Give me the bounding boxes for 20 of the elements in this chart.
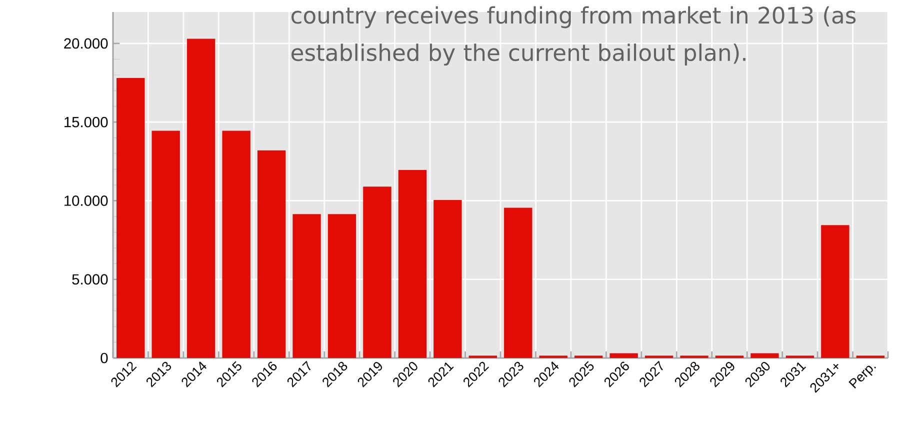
bar bbox=[398, 170, 427, 358]
bar bbox=[434, 200, 462, 358]
y-tick-label: 10.000 bbox=[64, 196, 108, 206]
bar bbox=[116, 78, 145, 358]
y-tick-label: 15.000 bbox=[64, 116, 108, 128]
bar bbox=[292, 214, 321, 358]
bar bbox=[750, 353, 779, 358]
y-tick-label: 20.000 bbox=[64, 38, 108, 49]
bar bbox=[504, 208, 532, 358]
bar bbox=[363, 186, 392, 358]
bar bbox=[610, 353, 638, 358]
bar bbox=[821, 225, 850, 358]
bar bbox=[257, 150, 286, 358]
bar bbox=[186, 38, 216, 358]
bar bbox=[328, 214, 356, 358]
bar bbox=[222, 130, 250, 358]
y-tick-label: 0 bbox=[100, 352, 108, 364]
annotation: country receives funding from market in 2013 (as established by the current bailout plan). bbox=[292, 6, 856, 66]
y-tick-label: 5.000 bbox=[72, 274, 108, 285]
bar bbox=[152, 130, 180, 358]
